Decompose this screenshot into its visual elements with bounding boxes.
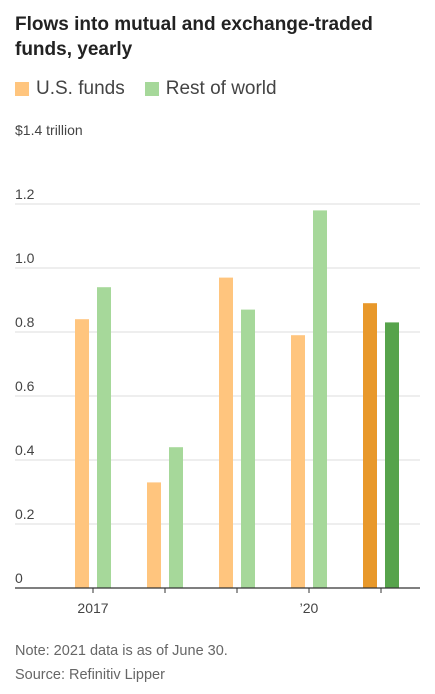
source-text: Source: Refinitiv Lipper — [15, 667, 165, 683]
bar-us-funds-2019 — [219, 277, 233, 588]
bar-rest-of-world-2021 — [385, 322, 399, 588]
note-text: Note: 2021 data is as of June 30. — [15, 643, 228, 659]
x-tick-label: 2017 — [77, 600, 108, 616]
y-axis-top-label: $1.4 trillion — [15, 122, 83, 138]
y-tick-label: 0 — [15, 570, 23, 586]
y-tick-label: 1.0 — [15, 250, 35, 266]
legend-item-us-funds: U.S. funds — [15, 78, 125, 100]
legend-label-rest-of-world: Rest of world — [165, 78, 277, 99]
bar-rest-of-world-2020 — [313, 210, 327, 588]
bar-rest-of-world-2017 — [97, 287, 111, 588]
legend-item-rest-of-world: Rest of world — [144, 78, 277, 100]
y-tick-label: 1.2 — [15, 186, 35, 202]
bar-rest-of-world-2018 — [169, 447, 183, 588]
chart-title: Flows into mutual and exchange-traded fu… — [15, 14, 373, 60]
bar-us-funds-2020 — [291, 335, 305, 588]
legend-swatch-us-funds — [15, 82, 29, 96]
y-tick-label: 0.4 — [15, 442, 35, 458]
bar-us-funds-2021 — [363, 303, 377, 588]
legend-label-us-funds: U.S. funds — [36, 78, 125, 99]
legend: U.S. funds Rest of world — [15, 78, 297, 100]
y-tick-label: 0.8 — [15, 314, 35, 330]
bar-us-funds-2018 — [147, 482, 161, 588]
bar-us-funds-2017 — [75, 319, 89, 588]
legend-swatch-rest-of-world — [144, 82, 159, 96]
bar-rest-of-world-2019 — [241, 309, 255, 588]
x-tick-label: ’20 — [300, 600, 319, 616]
y-tick-label: 0.2 — [15, 506, 35, 522]
y-tick-label: 0.6 — [15, 378, 35, 394]
